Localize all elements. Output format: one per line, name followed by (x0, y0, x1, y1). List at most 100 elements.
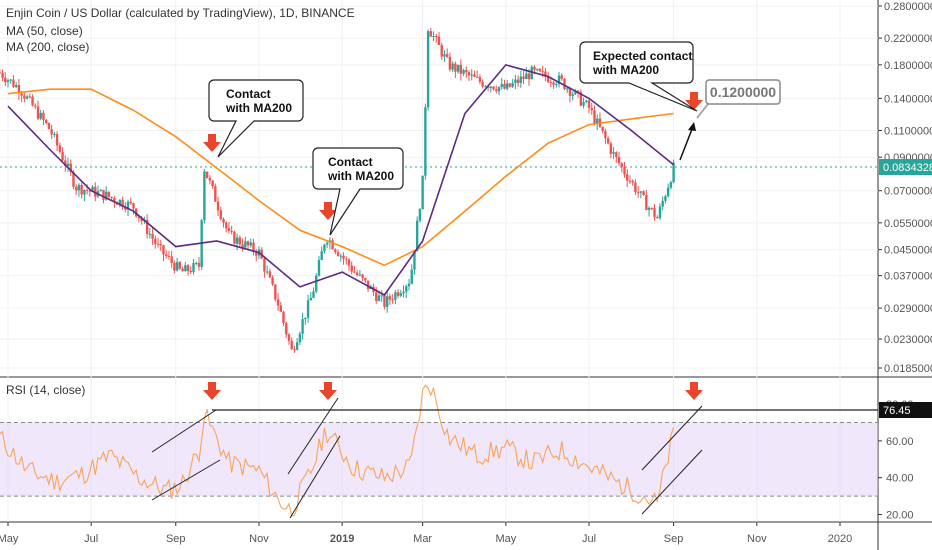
time-tick-label: May (0, 533, 19, 545)
candle-body (511, 83, 514, 87)
candle-body (582, 102, 585, 106)
candle-body (102, 189, 105, 200)
candle-body (64, 160, 67, 166)
candle-body (159, 243, 162, 246)
candle-body (309, 297, 312, 301)
candle-body (282, 311, 285, 324)
candle-body (459, 64, 463, 74)
candle-body (560, 75, 563, 79)
candle-body (394, 292, 397, 300)
ma200-line (7, 88, 674, 267)
candles-layer (0, 27, 675, 353)
time-tick-label: Jul (84, 533, 98, 545)
candle-body (557, 75, 561, 85)
target-box (705, 79, 781, 105)
candle-body (636, 192, 640, 194)
candle-body (208, 178, 212, 181)
candle-body (672, 162, 675, 183)
candle-body (366, 280, 370, 290)
candle-body (298, 333, 302, 343)
candle-body (235, 237, 239, 244)
rsi-channel-2-lower (289, 435, 341, 519)
candle-body (358, 274, 362, 276)
candle-body (252, 242, 255, 252)
candle-body (203, 171, 206, 221)
candle-body (186, 265, 190, 271)
candle-body (211, 180, 214, 187)
candle-body (454, 63, 457, 72)
candle-body (339, 255, 342, 257)
candle-body (69, 163, 72, 173)
price-tick-label: 0.1400000 (884, 93, 932, 105)
time-tick-label: May (495, 533, 516, 545)
rsi-tick-label: 40.00 (886, 473, 914, 485)
candle-body (467, 72, 471, 76)
candle-body (402, 291, 405, 294)
candle-body (563, 78, 566, 90)
candle-body (66, 163, 70, 166)
candle-body (396, 292, 400, 296)
candle-body (268, 271, 272, 278)
candle-body (205, 171, 209, 179)
rsi-channels (151, 397, 703, 519)
candle-body (14, 85, 18, 87)
rsi-tick-label: 20.00 (886, 509, 914, 521)
time-tick-label: Sep (166, 533, 186, 545)
candle-body (94, 186, 97, 197)
candle-body (342, 255, 345, 259)
candle-body (489, 86, 493, 88)
candle-body (623, 166, 626, 175)
candle-body (192, 262, 195, 272)
candle-body (85, 189, 89, 191)
candle-body (377, 295, 381, 301)
arrow-down-icon (203, 382, 221, 400)
candle-body (626, 174, 629, 181)
chart-title: Enjin Coin / US Dollar (calculated by Tr… (6, 6, 355, 20)
price-tick-label: 0.0550000 (884, 218, 932, 230)
rsi-level-value: 76.45 (883, 405, 911, 417)
candle-body (615, 152, 618, 158)
candle-body (587, 100, 591, 109)
candle-body (465, 70, 468, 73)
candle-body (415, 220, 419, 252)
candle-body (9, 79, 12, 81)
candle-body (36, 106, 40, 119)
last-price-badge (879, 159, 932, 175)
candle-body (263, 258, 266, 272)
candle-body (279, 305, 282, 312)
candle-body (39, 112, 42, 119)
rsi-channel-3-upper (641, 405, 703, 471)
arrow-down-icon (203, 134, 221, 152)
candle-body (197, 262, 201, 267)
candle-body (405, 286, 408, 292)
candle-body (47, 123, 51, 130)
time-tick-label: 2019 (330, 533, 354, 545)
candle-body (230, 230, 233, 232)
candle-body (225, 222, 228, 229)
ma50-line (7, 63, 675, 297)
rsi-band (0, 422, 878, 497)
candle-body (642, 191, 645, 196)
candle-body (61, 151, 64, 161)
candle-body (492, 86, 495, 90)
candle-body (336, 252, 340, 256)
candle-body (606, 138, 610, 144)
arrow-down-icon (685, 382, 703, 400)
candle-body (312, 291, 315, 298)
rsi-line (0, 384, 675, 517)
candle-body (290, 340, 293, 350)
candle-body (6, 80, 10, 83)
candle-body (456, 64, 460, 72)
price-tick-label: 0.1800000 (884, 60, 932, 72)
time-tick-label: Nov (747, 533, 767, 545)
candle-body (497, 86, 501, 92)
candle-body (500, 83, 503, 87)
price-tick-label: 0.0230000 (884, 334, 932, 346)
candle-body (121, 199, 124, 208)
target-value: 0.1200000 (710, 84, 776, 100)
candle-body (413, 251, 416, 270)
candle-body (74, 186, 78, 191)
candle-body (88, 190, 92, 192)
last-price-value: 0.0834328 (883, 162, 932, 174)
